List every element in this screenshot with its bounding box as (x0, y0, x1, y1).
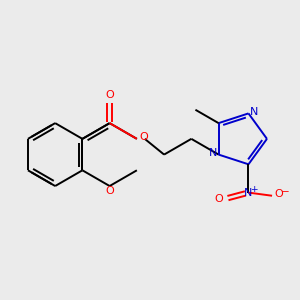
Text: O: O (274, 189, 284, 199)
Text: N: N (250, 107, 258, 117)
Text: −: − (281, 187, 290, 197)
Text: N: N (244, 188, 253, 198)
Text: N: N (209, 148, 217, 158)
Text: O: O (140, 132, 148, 142)
Text: O: O (214, 194, 223, 204)
Text: O: O (105, 91, 114, 100)
Text: O: O (105, 186, 114, 196)
Text: +: + (250, 185, 258, 194)
